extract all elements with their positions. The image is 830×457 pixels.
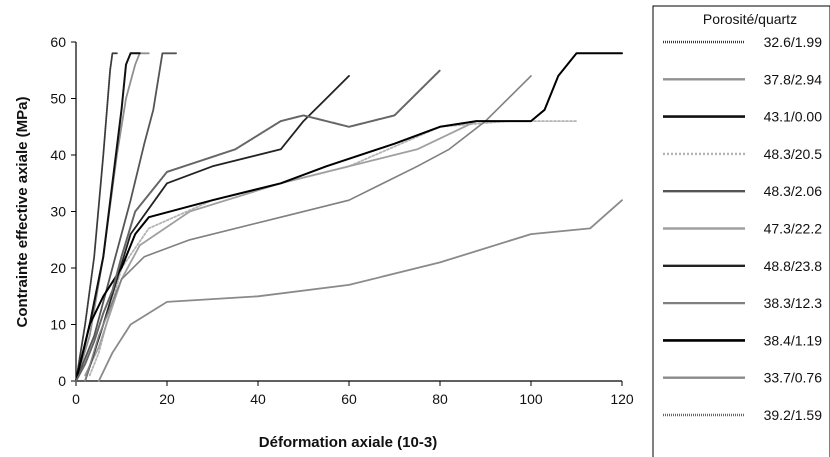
legend-label-11: 39.2/1.59 <box>764 407 823 423</box>
x-ticks: 0 20 40 60 80 100 120 <box>72 381 634 407</box>
x-tick-label: 80 <box>432 391 448 407</box>
legend-title: Porosité/quartz <box>703 11 797 27</box>
series-line-1 <box>75 52 118 382</box>
series-line-6 <box>84 120 478 377</box>
series-line-4 <box>88 120 578 377</box>
series-line-5 <box>75 52 178 382</box>
legend-label-3: 43.1/0.00 <box>764 109 823 125</box>
y-tick-label: 30 <box>50 204 66 220</box>
axes: 0 20 40 60 80 100 120 0 10 20 30 40 50 60 <box>50 34 633 407</box>
legend: Porosité/quartz 32.6/1.99 37.8/2.94 43.1/0… <box>652 5 830 457</box>
series-line-9 <box>75 52 623 382</box>
legend-label-7: 48.8/23.8 <box>764 258 823 274</box>
series-line-8 <box>84 75 532 382</box>
y-tick-label: 20 <box>50 260 66 276</box>
legend-label-8: 38.3/12.3 <box>764 295 823 311</box>
y-tick-label: 50 <box>50 91 66 107</box>
y-axis-title: Contrainte effective axiale (MPa) <box>14 97 31 328</box>
x-tick-label: 20 <box>159 391 175 407</box>
y-tick-label: 0 <box>58 373 66 389</box>
y-tick-label: 40 <box>50 147 66 163</box>
legend-label-5: 48.3/2.06 <box>764 183 823 199</box>
y-tick-label: 10 <box>50 317 66 333</box>
series-line-11 <box>75 69 441 382</box>
legend-label-10: 33.7/0.76 <box>764 370 823 386</box>
series-layer <box>75 52 623 382</box>
legend-label-6: 47.3/22.2 <box>764 221 823 237</box>
x-tick-label: 100 <box>519 391 543 407</box>
series-line-7 <box>84 75 350 382</box>
legend-label-1: 32.6/1.99 <box>764 34 823 50</box>
x-tick-label: 0 <box>72 391 80 407</box>
x-tick-label: 60 <box>341 391 357 407</box>
series-line-2 <box>75 52 150 382</box>
legend-label-9: 38.4/1.19 <box>764 332 823 348</box>
y-tick-label: 60 <box>50 34 66 50</box>
legend-items: 32.6/1.99 37.8/2.94 43.1/0.00 48.3/20.5 48.3… <box>663 34 822 423</box>
legend-box <box>652 5 830 457</box>
x-tick-label: 40 <box>250 391 266 407</box>
series-line-10 <box>97 199 623 382</box>
y-ticks: 0 10 20 30 40 50 60 <box>50 34 76 389</box>
legend-label-4: 48.3/20.5 <box>764 146 823 162</box>
series-line-3 <box>75 52 141 382</box>
legend-label-2: 37.8/2.94 <box>764 71 823 87</box>
x-axis-title: Déformation axiale (10-3) <box>259 434 437 451</box>
x-tick-label: 120 <box>610 391 634 407</box>
